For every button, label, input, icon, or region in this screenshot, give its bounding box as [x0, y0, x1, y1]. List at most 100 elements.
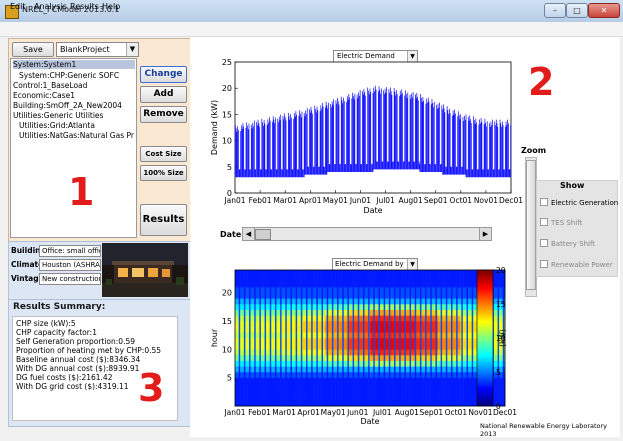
heatmap-cell	[337, 309, 339, 316]
results-button[interactable]: Results	[140, 204, 187, 236]
heatmap-cell	[299, 377, 301, 384]
close-button[interactable]: ✕	[588, 3, 620, 18]
heatmap-cell	[345, 338, 347, 344]
heatmap-cell	[373, 315, 375, 322]
heatmap-cell	[333, 338, 335, 344]
heatmap-cell	[271, 326, 274, 333]
heatmap-cell	[323, 377, 325, 384]
cost-size-button[interactable]: Cost Size	[140, 146, 187, 162]
heatmap-cell	[259, 366, 261, 373]
heatmap-cell	[326, 343, 328, 350]
vintage-field[interactable]: New construction	[39, 273, 101, 285]
heatmap-cell	[286, 332, 288, 339]
tree-item-chp[interactable]: System:CHP:Generic SOFC	[19, 71, 120, 80]
heatmap-cell	[286, 355, 288, 361]
heatmap-cell	[256, 389, 258, 395]
heatmap-cell	[337, 270, 339, 276]
heatmap-cell	[289, 287, 291, 293]
heatmap-cell	[348, 270, 350, 276]
heatmap-type-select[interactable]: Electric Demand by Day ▼	[332, 258, 418, 271]
heatmap-cell	[238, 372, 240, 378]
project-select[interactable]: BlankProject ▼	[56, 42, 139, 57]
x-tick-label: Jun01	[349, 196, 371, 205]
tree-item-utilities[interactable]: Utilities:Generic Utilities	[13, 111, 104, 120]
heatmap-cell	[354, 400, 356, 407]
heatmap-cell	[254, 321, 256, 327]
heatmap-cell	[371, 400, 373, 407]
date-slider[interactable]: ◀ ▶	[242, 227, 492, 241]
heatmap-cell	[371, 389, 373, 395]
slider-thumb[interactable]	[255, 229, 271, 240]
heatmap-cell	[269, 309, 271, 316]
tree-item-natgas[interactable]: Utilities:NatGas:Natural Gas Pr	[19, 131, 134, 140]
heatmap-cell	[239, 304, 241, 310]
heatmap-cell	[237, 332, 239, 339]
heatmap-cell	[269, 338, 271, 344]
heatmap-cell	[266, 355, 268, 361]
heatmap-cell	[245, 304, 247, 310]
tree-item-building[interactable]: Building:SmOff_2A_New2004	[13, 101, 122, 110]
menu-analysis[interactable]: Analysis	[34, 2, 67, 11]
climate-field[interactable]: Houston (ASHRAE	[39, 259, 101, 271]
tree-item-system[interactable]: System:System1	[13, 60, 135, 69]
heatmap-cell	[284, 315, 286, 322]
heatmap-cell	[327, 372, 329, 378]
heatmap-cell	[277, 309, 279, 316]
heatmap-cell	[266, 275, 268, 282]
menu-results[interactable]: Results	[70, 2, 99, 11]
heatmap-cell	[362, 366, 365, 373]
remove-button[interactable]: Remove	[140, 106, 187, 123]
tree-item-grid[interactable]: Utilities:Grid:Atlanta	[19, 121, 95, 130]
heatmap-cell	[281, 360, 283, 367]
system-tree[interactable]: System:System1 System:CHP:Generic SOFC C…	[10, 58, 137, 238]
heatmap-cell	[280, 360, 282, 367]
tree-item-economic[interactable]: Economic:Case1	[13, 91, 75, 100]
heatmap-cell	[255, 372, 257, 378]
heatmap-cell	[290, 338, 292, 344]
full-size-button[interactable]: 100% Size	[140, 165, 187, 181]
slider-left-arrow-icon[interactable]: ◀	[243, 228, 255, 240]
minimize-button[interactable]: –	[544, 3, 566, 18]
heatmap-cell	[300, 366, 302, 373]
heatmap-cell	[237, 377, 239, 384]
building-field[interactable]: Office: small office	[39, 245, 101, 257]
change-button[interactable]: Change	[140, 66, 187, 83]
heatmap-cell	[291, 298, 293, 305]
heatmap-cell	[237, 332, 239, 339]
heatmap-cell	[260, 275, 262, 282]
heatmap-cell	[245, 394, 247, 401]
heatmap-cell	[253, 287, 255, 293]
save-button[interactable]: Save	[12, 42, 54, 57]
heatmap-cell	[340, 389, 342, 395]
heatmap-cell	[314, 355, 316, 361]
heatmap-cell	[263, 321, 265, 327]
heatmap-cell	[317, 309, 319, 316]
heatmap-cell	[354, 389, 356, 395]
heatmap-cell	[308, 304, 310, 310]
heatmap-cell	[347, 366, 349, 373]
heatmap-cell	[348, 394, 350, 401]
heatmap-cell	[269, 275, 271, 282]
heatmap-cell	[287, 309, 289, 316]
tree-item-control[interactable]: Control:1_BaseLoad	[13, 81, 88, 90]
heatmap-cell	[262, 366, 264, 373]
heatmap-cell	[274, 343, 276, 350]
maximize-button[interactable]: □	[566, 3, 588, 18]
heatmap-cell	[275, 383, 277, 390]
heatmap-cell	[240, 309, 242, 316]
heatmap-cell	[345, 360, 347, 367]
heatmap-cell	[368, 304, 370, 310]
slider-right-arrow-icon[interactable]: ▶	[479, 228, 491, 240]
heatmap-cell	[282, 275, 284, 282]
add-button[interactable]: Add	[140, 86, 187, 103]
heatmap-cell	[259, 400, 261, 407]
menu-help[interactable]: Help	[102, 2, 121, 11]
heatmap-cell	[364, 355, 366, 361]
heatmap-cell	[335, 394, 337, 401]
heatmap-cell	[348, 383, 350, 390]
heatmap-cell	[254, 270, 257, 276]
heatmap-cell	[325, 326, 327, 333]
heatmap-cell	[340, 304, 342, 310]
menu-edit[interactable]: Edit	[10, 2, 26, 11]
heatmap-cell	[313, 298, 315, 305]
